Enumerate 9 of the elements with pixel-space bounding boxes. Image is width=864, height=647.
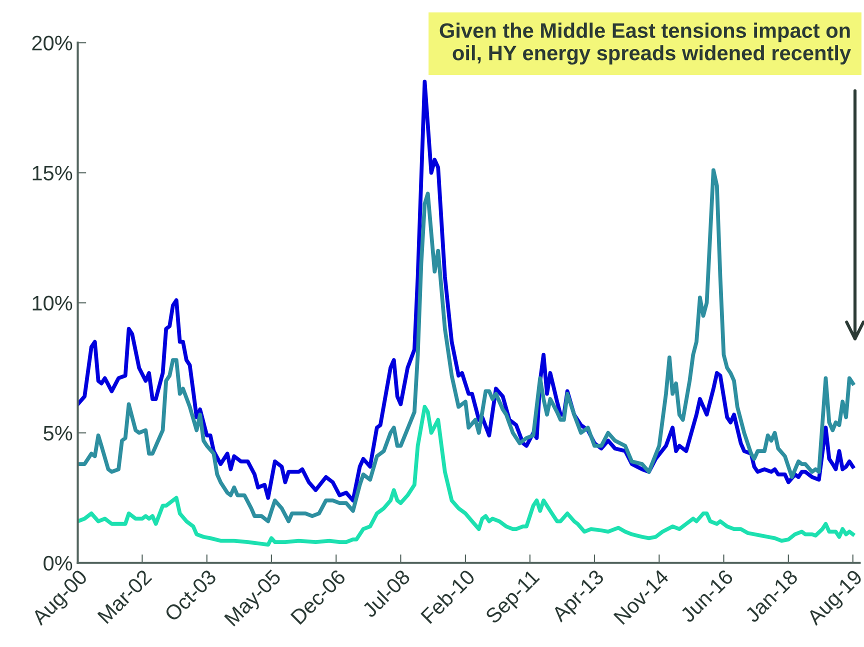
line-series: [78, 80, 855, 502]
annotation: Given the Middle East tensions impact on oil, HY energy spreads widened recently: [440, 22, 851, 65]
y-tick-label: 20%: [32, 36, 72, 50]
y-tick-label: 0%: [44, 556, 72, 571]
y-tick-label: 15%: [32, 166, 72, 181]
y-tick-label: 5%: [44, 426, 72, 441]
line-series: [78, 404, 855, 547]
y-tick-label: 10%: [32, 296, 72, 311]
line-series: [78, 168, 855, 524]
